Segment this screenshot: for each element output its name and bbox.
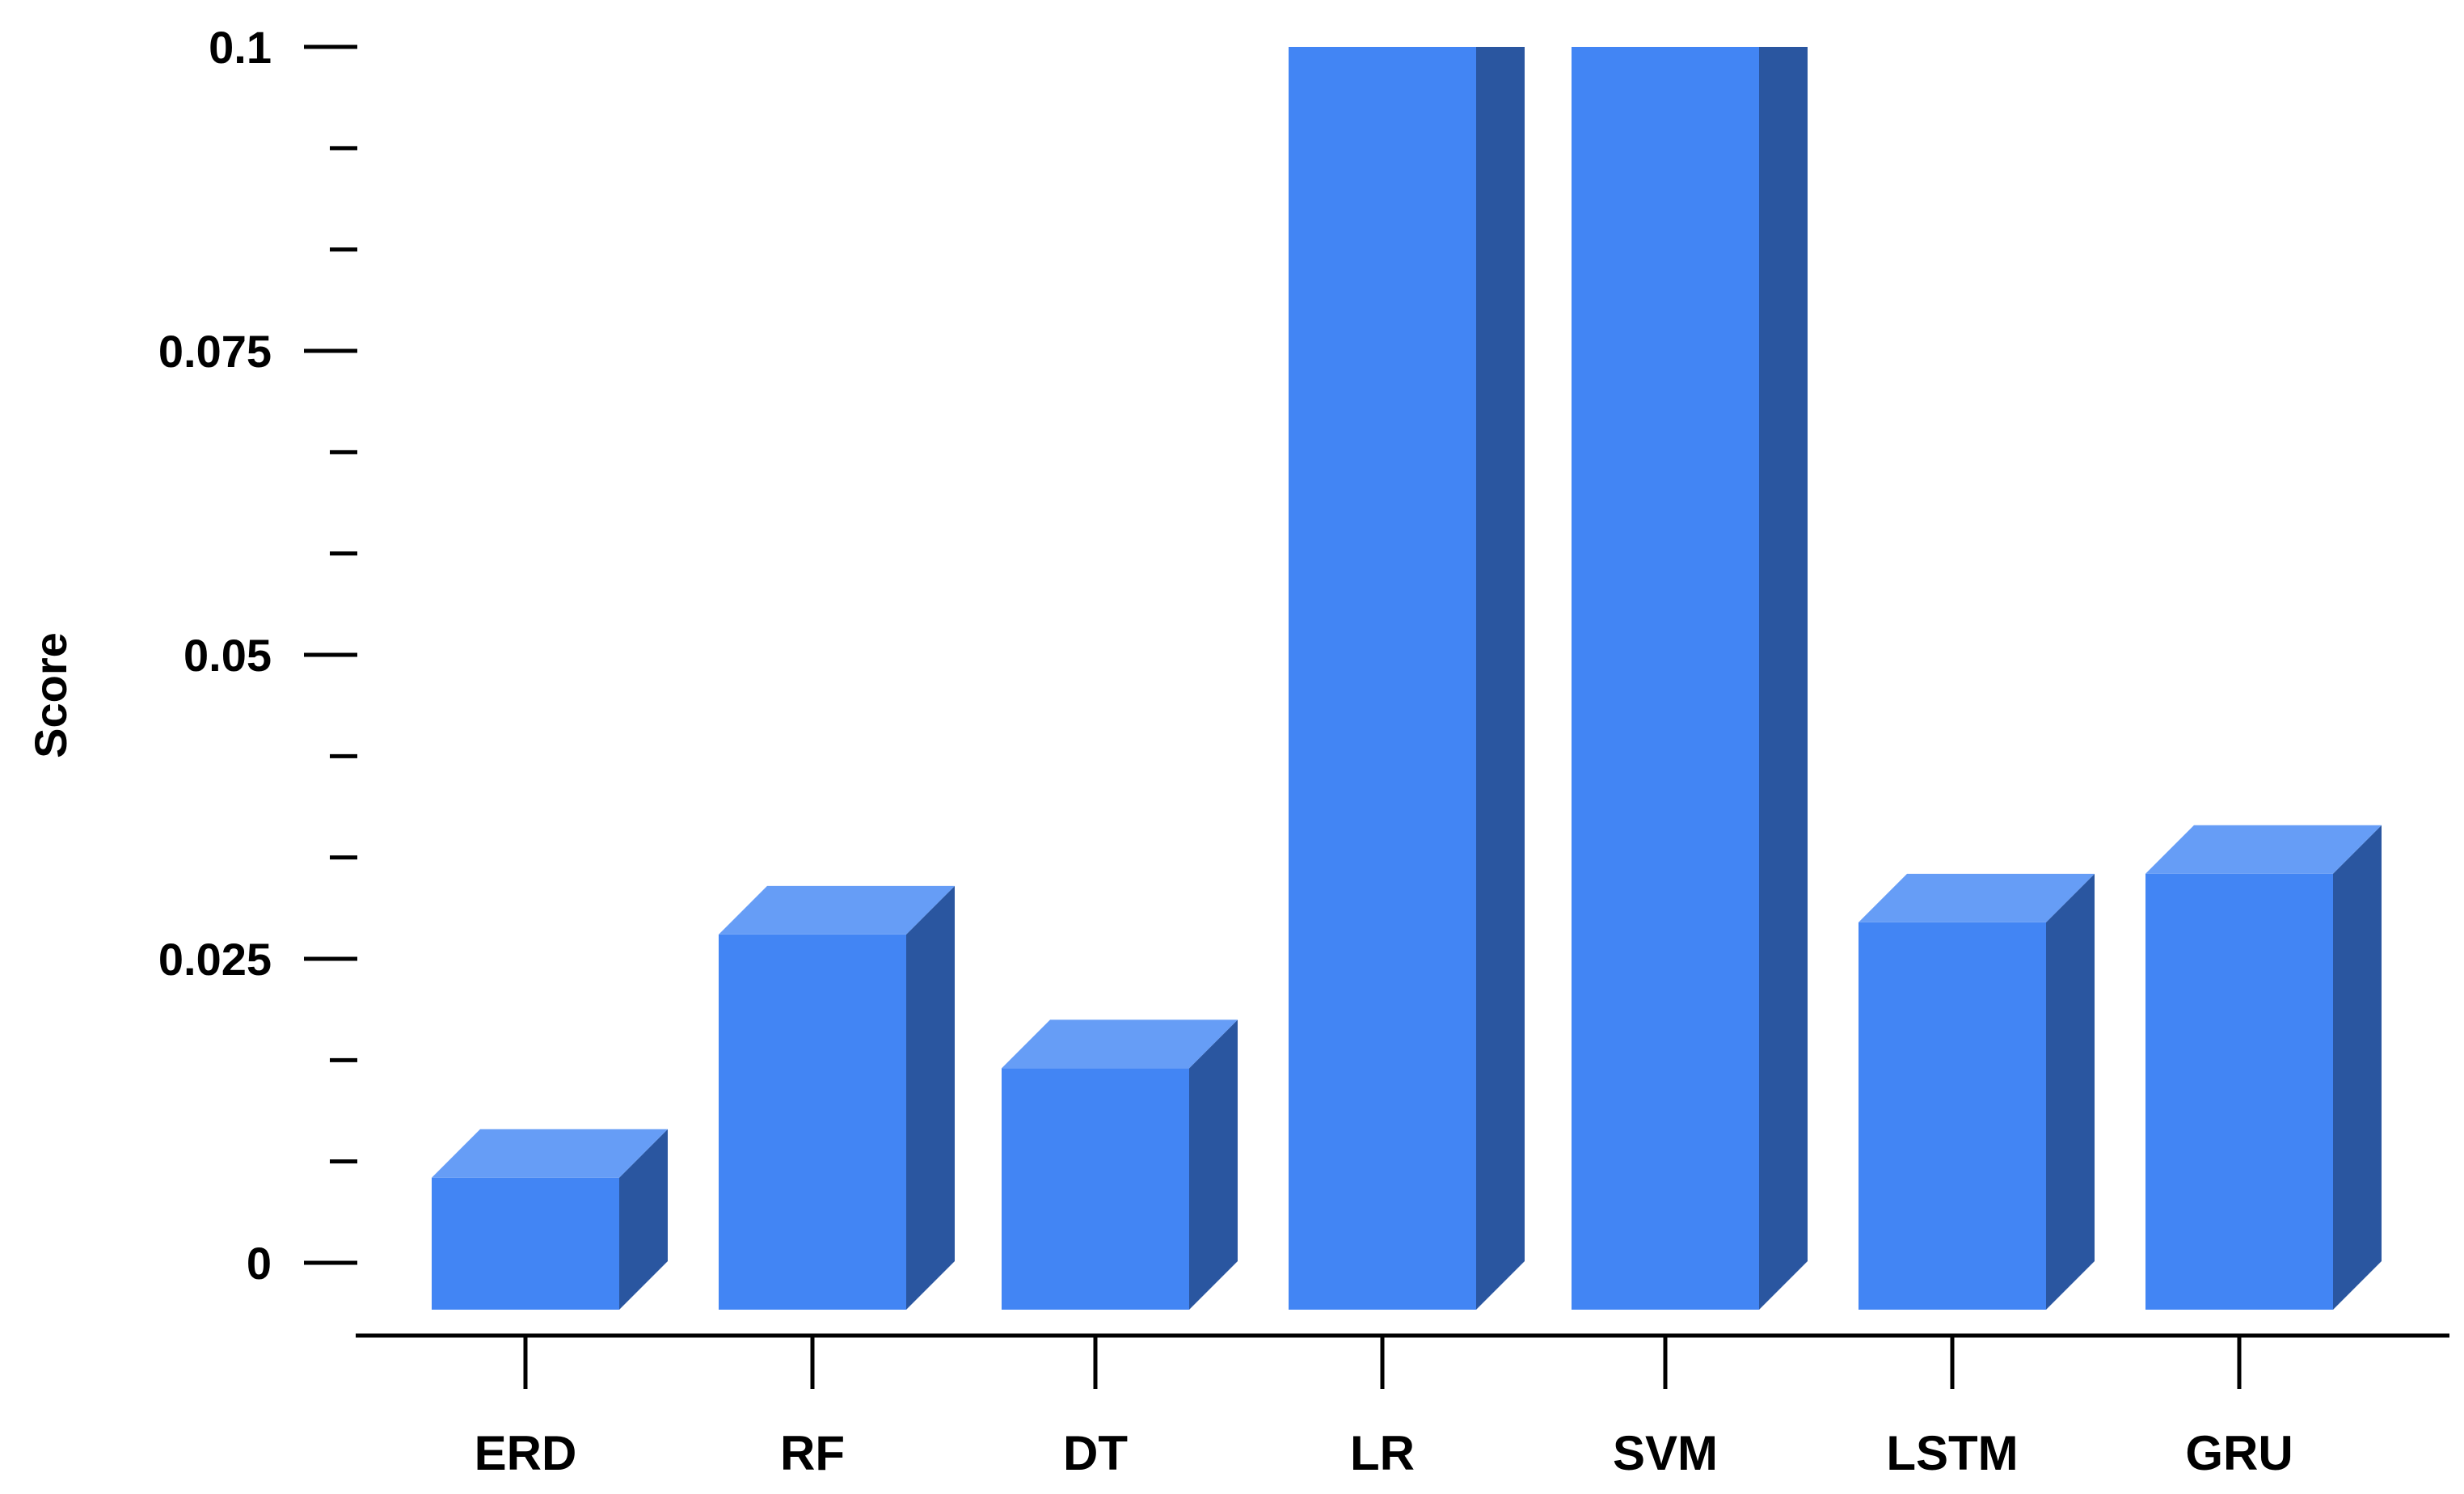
x-tick-label: GRU <box>2185 1426 2293 1480</box>
bar-side-face <box>619 1129 668 1310</box>
y-axis-title: Score <box>25 632 76 758</box>
bar-front-face <box>1289 47 1476 1310</box>
bar-front-face <box>2145 873 2333 1310</box>
bar-top-face <box>2145 825 2382 874</box>
y-axis: 0 0.025 0.05 0.075 0.1 <box>158 22 357 1289</box>
bar-top-face <box>719 885 955 935</box>
y-tick-label: 0 <box>247 1238 272 1289</box>
bar-top-face <box>1859 873 2095 922</box>
bar-side-face <box>2046 873 2095 1310</box>
bar-front-face <box>719 934 906 1310</box>
bar-side-face <box>1476 47 1525 1310</box>
bars-group <box>432 47 2382 1310</box>
bar-side-face <box>2333 825 2382 1310</box>
bar-gru <box>2145 825 2382 1310</box>
y-tick-label: 0.075 <box>158 326 272 377</box>
bar-front-face <box>432 1177 619 1310</box>
bar-lstm <box>1859 873 2095 1310</box>
y-tick-label: 0.1 <box>209 22 272 73</box>
bar-erd <box>432 1129 668 1310</box>
x-tick-label: DT <box>1063 1426 1128 1480</box>
bar-lr <box>1289 47 1525 1310</box>
x-tick-label: LSTM <box>1886 1426 2018 1480</box>
bar-side-face <box>906 885 955 1310</box>
x-tick-label: LR <box>1350 1426 1415 1480</box>
bar-dt <box>1002 1019 1238 1310</box>
x-axis: ERD RF DT LR SVM LSTM GRU <box>475 1336 2293 1480</box>
bar-front-face <box>1002 1068 1189 1310</box>
y-tick-label: 0.05 <box>184 630 272 681</box>
bar-rf <box>719 885 955 1310</box>
bar-side-face <box>1189 1019 1238 1310</box>
x-tick-label: ERD <box>475 1426 577 1480</box>
bar-front-face <box>1859 922 2046 1310</box>
x-tick-label: SVM <box>1613 1426 1718 1480</box>
bar-side-face <box>1759 47 1808 1310</box>
bar-svm <box>1572 47 1808 1310</box>
y-tick-label: 0.025 <box>158 934 272 985</box>
bar-top-face <box>1002 1019 1238 1069</box>
x-tick-label: RF <box>780 1426 845 1480</box>
bar-top-face <box>432 1129 668 1178</box>
bar-front-face <box>1572 47 1759 1310</box>
